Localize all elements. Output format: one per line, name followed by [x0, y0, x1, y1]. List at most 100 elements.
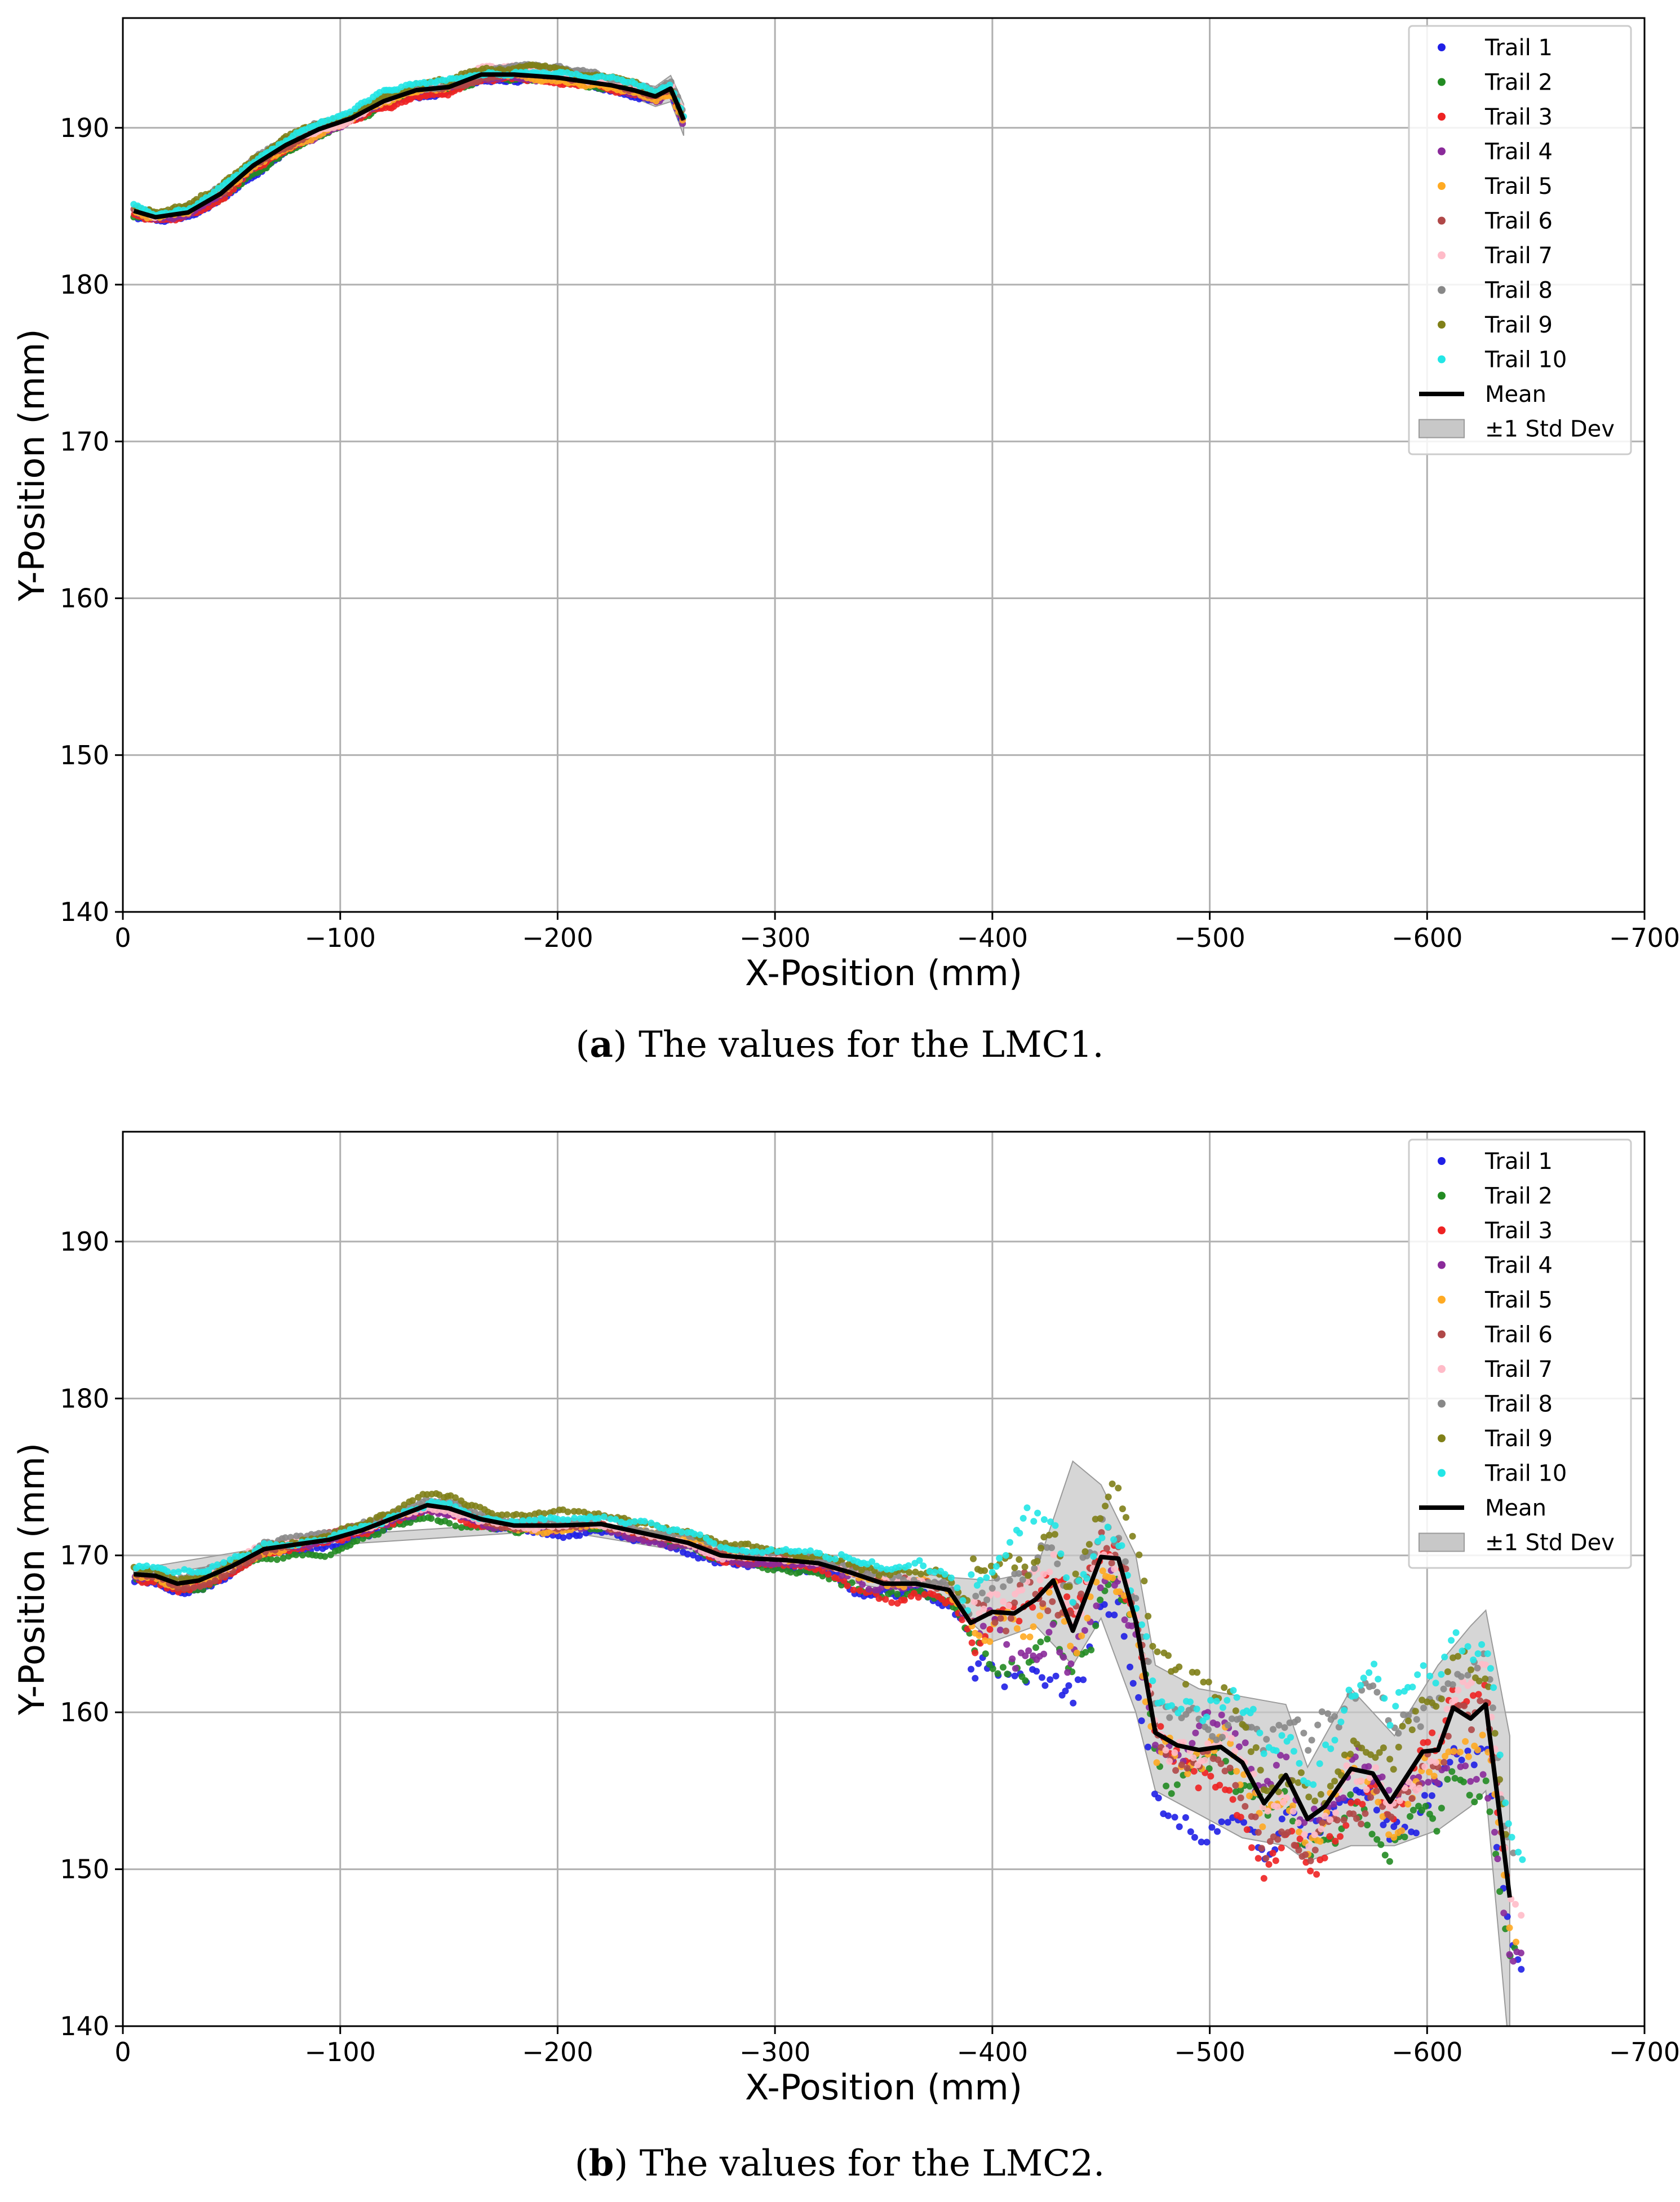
trail-point	[1052, 1522, 1059, 1529]
trail-point	[1092, 1622, 1100, 1629]
trail-point	[1360, 1674, 1367, 1682]
legend-label-trail-5: Trail 5	[1484, 1287, 1553, 1313]
trail-point	[1177, 1705, 1185, 1713]
trail-point	[1461, 1702, 1468, 1709]
trail-point	[1067, 1642, 1074, 1650]
trail-point	[1296, 1760, 1303, 1767]
trail-point	[1026, 1633, 1034, 1641]
trail-point	[1040, 1534, 1048, 1541]
trail-point	[1427, 1757, 1434, 1765]
trail-point	[1263, 1787, 1270, 1795]
trail-point	[1231, 1747, 1239, 1754]
trail-point	[1295, 1819, 1302, 1827]
trail-point	[1395, 1689, 1402, 1696]
trail-point	[1252, 1813, 1259, 1820]
trail-point	[1015, 1570, 1022, 1577]
trail-point	[1243, 1826, 1251, 1833]
trail-point	[1138, 1717, 1145, 1725]
trail-point	[1444, 1733, 1452, 1740]
x-tick-label: 0	[114, 923, 131, 953]
trail-point	[409, 1497, 416, 1504]
trail-point	[1016, 1618, 1023, 1625]
y-axis-label: Y-Position (mm)	[11, 329, 52, 601]
trail-point	[695, 1554, 702, 1562]
x-tick-label: −600	[1391, 2037, 1462, 2067]
legend-label-trail-6: Trail 6	[1484, 209, 1553, 234]
trail-point	[917, 1570, 924, 1578]
trail-point	[807, 1547, 814, 1554]
trail-point	[1022, 1677, 1029, 1684]
legend-marker-trail-4	[1438, 147, 1446, 156]
trail-point	[1311, 1831, 1318, 1838]
trail-point	[1457, 1673, 1465, 1680]
trail-point	[1438, 1805, 1445, 1812]
trail-point	[968, 1665, 974, 1673]
trail-point	[1213, 1736, 1220, 1744]
trail-point	[1491, 1828, 1498, 1836]
trail-point	[1482, 1661, 1489, 1668]
trail-point	[819, 1567, 826, 1575]
trail-point	[1335, 1724, 1342, 1731]
trail-point	[1221, 1684, 1228, 1691]
trail-point	[631, 1518, 639, 1525]
trail-point	[1322, 1813, 1329, 1820]
trail-point	[978, 1589, 986, 1597]
trail-point	[997, 1615, 1004, 1622]
trail-point	[1421, 1792, 1428, 1799]
trail-point	[1051, 1531, 1058, 1538]
trail-point	[1119, 1505, 1126, 1513]
legend-marker-trail-2	[1438, 78, 1446, 86]
trail-point	[1191, 1834, 1198, 1841]
trail-point	[571, 1514, 578, 1522]
legend-label-trail-5: Trail 5	[1484, 174, 1553, 200]
trail-point	[1218, 1818, 1225, 1826]
trail-point	[1284, 1829, 1292, 1836]
trail-point	[1493, 1844, 1500, 1851]
trail-point	[1062, 1687, 1069, 1695]
trail-point	[972, 1674, 979, 1682]
legend-marker-trail-6	[1438, 216, 1446, 225]
trail-point	[1496, 1776, 1503, 1783]
y-tick-label: 170	[60, 426, 109, 457]
trail-point	[886, 1571, 894, 1579]
trail-point	[1157, 1723, 1164, 1730]
trail-point	[407, 1519, 414, 1526]
legend-marker-trail-9	[1438, 1434, 1446, 1442]
trail-point	[1319, 1819, 1326, 1827]
trail-point	[458, 1524, 465, 1531]
trail-point	[1098, 1534, 1106, 1541]
trail-point	[1365, 1763, 1372, 1770]
trail-point	[1249, 1705, 1257, 1713]
trail-point	[1098, 1529, 1105, 1536]
trail-point	[1178, 1761, 1185, 1769]
trail-point	[1474, 1664, 1481, 1672]
legend-box	[1408, 25, 1632, 455]
trail-point	[1224, 1696, 1231, 1704]
trail-point	[826, 1555, 833, 1562]
trail-point	[564, 1508, 571, 1516]
trail-point	[1078, 1590, 1085, 1598]
trail-point	[1465, 1753, 1472, 1760]
trail-point	[1444, 1668, 1451, 1676]
trail-point	[1518, 1966, 1525, 1973]
trail-point	[1426, 1769, 1433, 1776]
trail-point	[641, 1518, 648, 1525]
trail-point	[1044, 1607, 1052, 1614]
trail-point	[1246, 1792, 1253, 1800]
trail-point	[1340, 1794, 1347, 1801]
trail-point	[1007, 1615, 1014, 1622]
trail-point	[1452, 1629, 1460, 1636]
trail-point	[1097, 1596, 1104, 1603]
trail-point	[1404, 1801, 1412, 1808]
trail-point	[327, 1551, 334, 1558]
trail-point	[1456, 1702, 1463, 1709]
trail-point	[1145, 1658, 1152, 1665]
trail-point	[1425, 1779, 1432, 1786]
x-tick-label: −300	[739, 2037, 810, 2067]
trail-point	[1207, 1773, 1214, 1780]
trail-point	[1429, 1729, 1436, 1736]
trail-point	[1318, 1708, 1326, 1716]
trail-point	[1149, 1677, 1156, 1685]
trail-point	[513, 1510, 520, 1518]
trail-point	[1023, 1504, 1031, 1512]
